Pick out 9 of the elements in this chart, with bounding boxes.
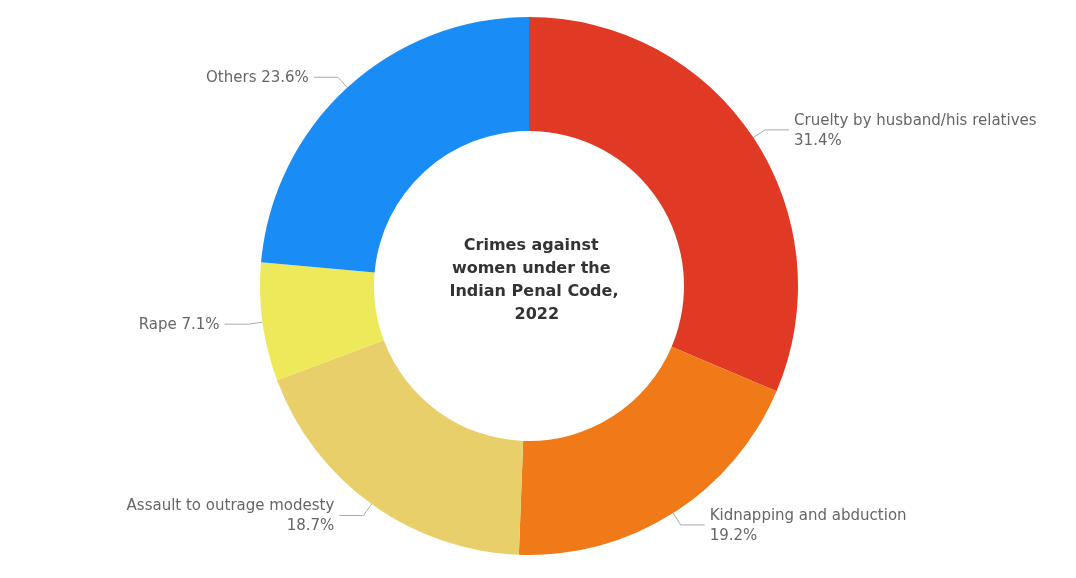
data-label: 19.2% — [709, 525, 758, 544]
text: Crimes against women under the Indian Penal Code, 2022 — [449, 235, 619, 323]
data-label: 18.7% — [286, 516, 335, 535]
slice-label: Assault to outrage modesty — [126, 496, 335, 515]
slice-label: Cruelty by husband/his relatives — [794, 110, 1037, 129]
slice-label: Rape 7.1% — [138, 315, 220, 334]
slice-label: Kidnapping and abduction — [709, 505, 907, 524]
slice-label: Others 23.6% — [206, 68, 309, 87]
data-label: 31.4% — [794, 130, 842, 149]
